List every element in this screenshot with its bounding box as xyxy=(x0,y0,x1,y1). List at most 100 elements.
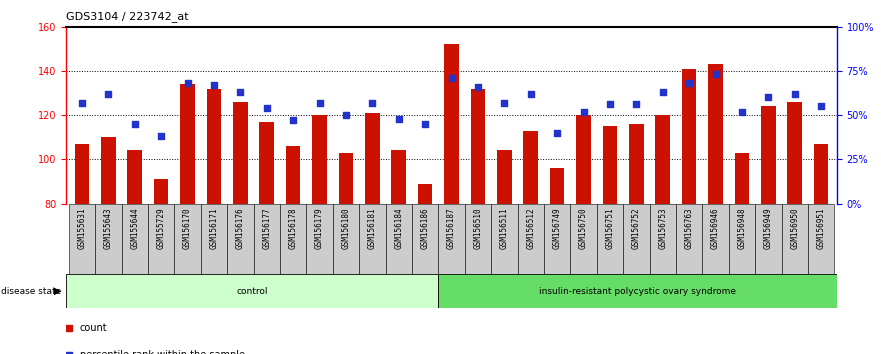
Point xyxy=(523,91,537,97)
Text: GSM156948: GSM156948 xyxy=(737,207,746,249)
Point xyxy=(629,102,643,107)
Bar xyxy=(702,204,729,274)
Bar xyxy=(233,102,248,204)
Bar xyxy=(181,84,195,204)
Text: GSM156749: GSM156749 xyxy=(552,207,561,249)
Text: insulin-resistant polycystic ovary syndrome: insulin-resistant polycystic ovary syndr… xyxy=(539,287,737,296)
Text: GSM156950: GSM156950 xyxy=(790,207,799,249)
Text: GSM156180: GSM156180 xyxy=(342,207,351,249)
Bar xyxy=(649,204,676,274)
Bar xyxy=(544,204,570,274)
Bar xyxy=(386,204,412,274)
Bar xyxy=(312,115,327,204)
Bar xyxy=(676,204,702,274)
Point xyxy=(339,112,353,118)
Text: GSM156179: GSM156179 xyxy=(315,207,324,249)
Bar xyxy=(154,179,168,204)
Text: GSM156949: GSM156949 xyxy=(764,207,773,249)
Bar xyxy=(280,204,307,274)
Text: GSM155643: GSM155643 xyxy=(104,207,113,249)
Bar xyxy=(66,274,438,308)
Text: GDS3104 / 223742_at: GDS3104 / 223742_at xyxy=(66,11,189,22)
Text: GSM156184: GSM156184 xyxy=(394,207,403,249)
Bar xyxy=(603,126,618,204)
Bar xyxy=(550,168,565,204)
Bar xyxy=(412,204,439,274)
Bar xyxy=(596,204,623,274)
Bar xyxy=(814,144,828,204)
Bar xyxy=(338,153,353,204)
Bar xyxy=(629,124,644,204)
Point xyxy=(207,82,221,88)
Text: GSM156763: GSM156763 xyxy=(685,207,693,249)
Point xyxy=(181,80,195,86)
Point xyxy=(286,118,300,123)
Point xyxy=(708,72,722,77)
Bar xyxy=(254,204,280,274)
Bar xyxy=(470,88,485,204)
Bar xyxy=(307,204,333,274)
Bar xyxy=(285,146,300,204)
Point xyxy=(470,84,485,90)
Bar xyxy=(655,115,670,204)
Bar xyxy=(761,106,775,204)
Bar xyxy=(444,44,459,204)
Point xyxy=(444,75,458,81)
Bar xyxy=(122,204,148,274)
Bar xyxy=(95,204,122,274)
Text: GSM155644: GSM155644 xyxy=(130,207,139,249)
Bar xyxy=(391,150,406,204)
Text: GSM156171: GSM156171 xyxy=(210,207,218,249)
Point xyxy=(154,133,168,139)
Bar xyxy=(101,137,115,204)
Bar xyxy=(523,131,538,204)
Bar xyxy=(808,204,834,274)
Bar xyxy=(174,204,201,274)
Point xyxy=(761,95,775,100)
Bar xyxy=(735,153,749,204)
Text: GSM156753: GSM156753 xyxy=(658,207,667,249)
Text: GSM155729: GSM155729 xyxy=(157,207,166,249)
Point xyxy=(101,91,115,97)
Bar xyxy=(75,144,89,204)
Bar xyxy=(682,69,696,204)
Point xyxy=(603,102,617,107)
Bar xyxy=(517,204,544,274)
Point xyxy=(418,121,433,127)
Text: control: control xyxy=(236,287,268,296)
Point xyxy=(128,121,142,127)
Text: GSM156186: GSM156186 xyxy=(420,207,430,249)
Text: disease state: disease state xyxy=(1,287,61,296)
Bar xyxy=(497,150,512,204)
Point xyxy=(576,109,590,114)
Text: GSM156177: GSM156177 xyxy=(263,207,271,249)
Text: GSM156511: GSM156511 xyxy=(500,207,509,249)
Text: GSM156752: GSM156752 xyxy=(632,207,640,249)
Bar xyxy=(781,204,808,274)
Bar xyxy=(418,184,433,204)
Point xyxy=(655,89,670,95)
Bar xyxy=(708,64,722,204)
Bar xyxy=(128,150,142,204)
Text: GSM156750: GSM156750 xyxy=(579,207,588,249)
Text: GSM156951: GSM156951 xyxy=(817,207,825,249)
Point xyxy=(392,116,406,121)
Text: GSM156170: GSM156170 xyxy=(183,207,192,249)
Point xyxy=(260,105,274,111)
Bar xyxy=(755,204,781,274)
Bar xyxy=(259,122,274,204)
Bar xyxy=(570,204,596,274)
Point xyxy=(233,89,248,95)
Point xyxy=(814,103,828,109)
Bar xyxy=(201,204,227,274)
Text: GSM156178: GSM156178 xyxy=(289,207,298,249)
Bar xyxy=(729,204,755,274)
Bar xyxy=(148,204,174,274)
Bar xyxy=(227,204,254,274)
Point xyxy=(497,100,511,105)
Point xyxy=(735,109,749,114)
Text: GSM156751: GSM156751 xyxy=(605,207,614,249)
Bar xyxy=(365,113,380,204)
Text: GSM156187: GSM156187 xyxy=(447,207,456,249)
Text: GSM156181: GSM156181 xyxy=(367,207,377,249)
